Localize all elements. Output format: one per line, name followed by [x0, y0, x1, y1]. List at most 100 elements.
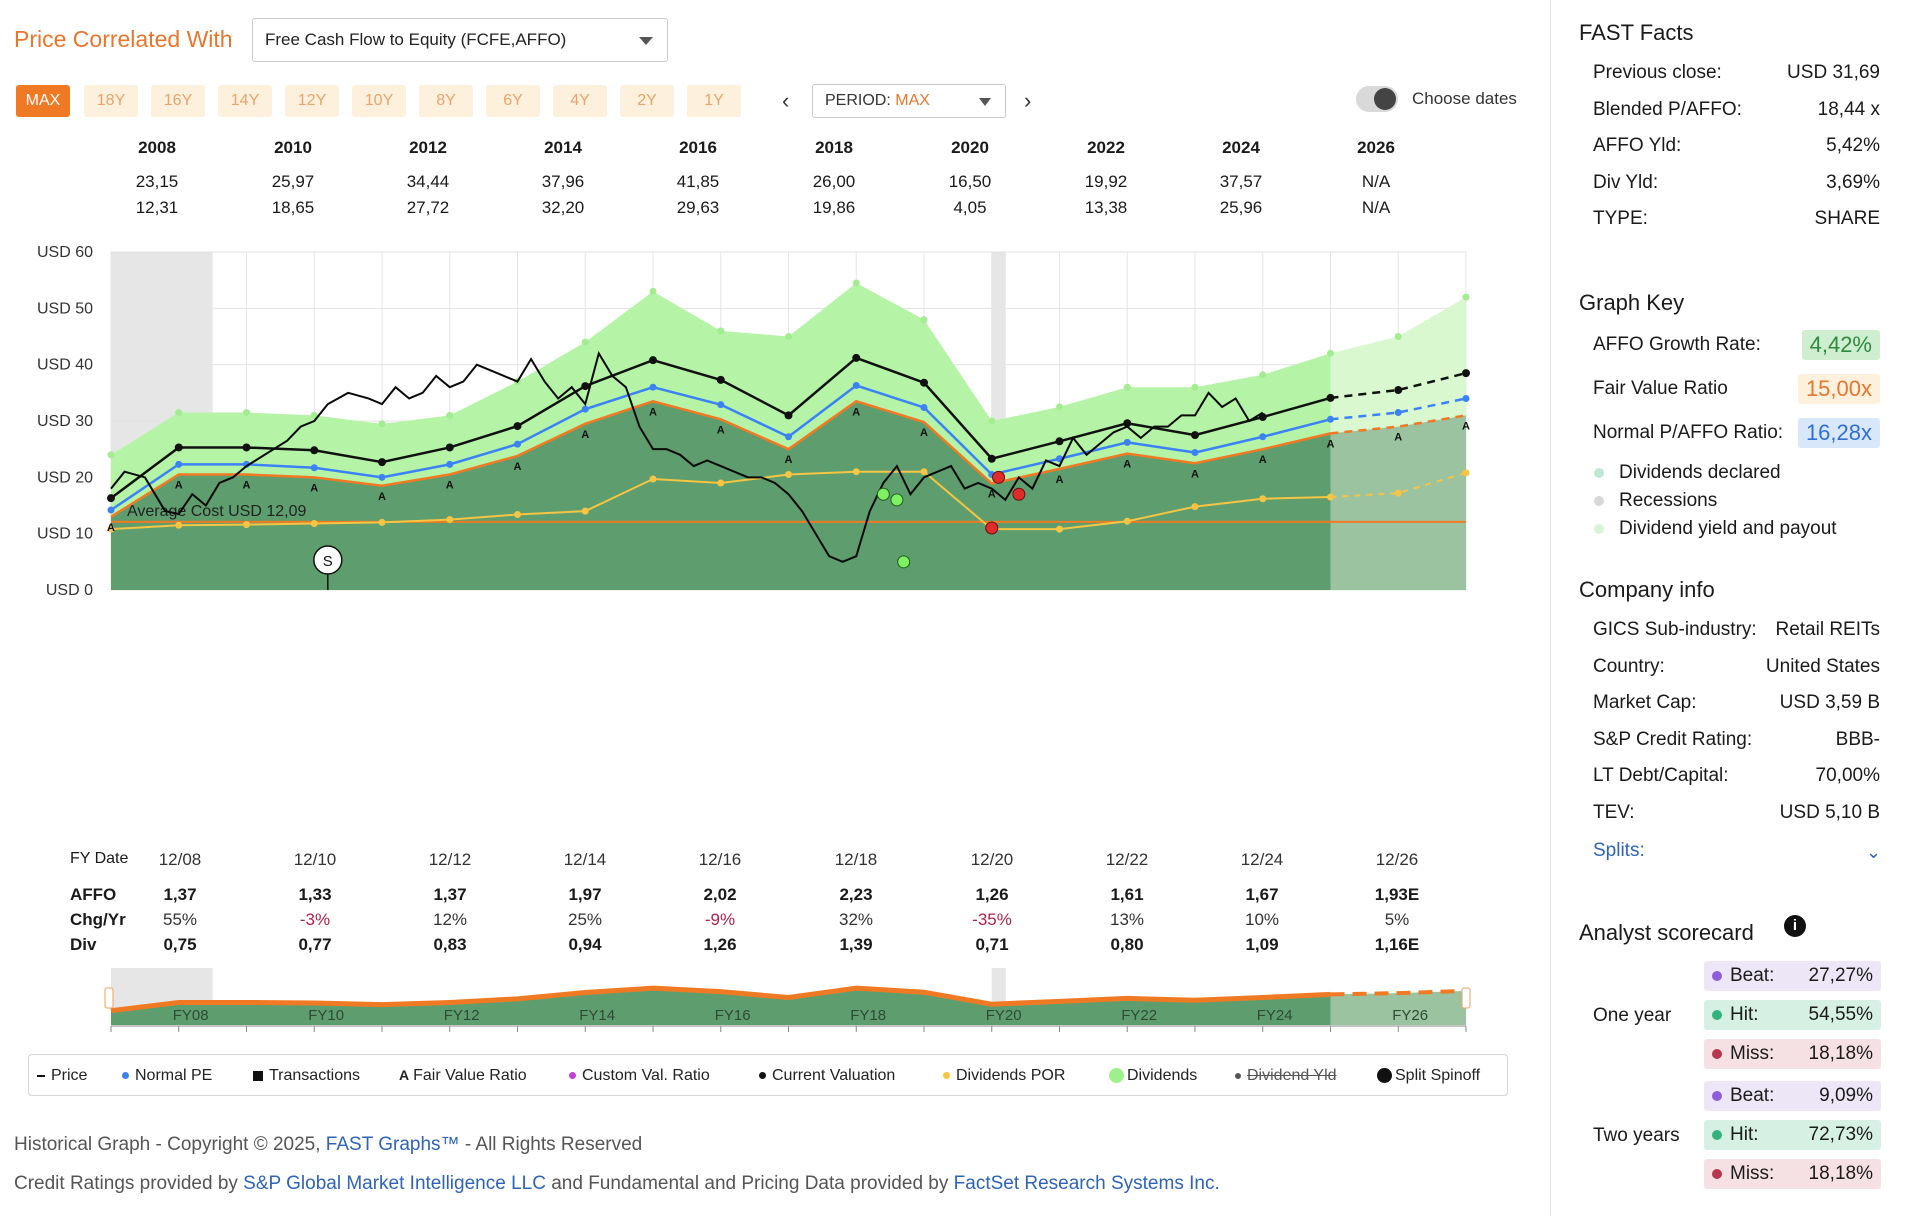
fair-value-marker: A [1327, 438, 1335, 450]
year-low: 13,38 [1084, 198, 1128, 217]
company-value: Retail REITs [1775, 619, 1880, 640]
period-button-8y[interactable]: 8Y [419, 85, 473, 117]
dividend-mark [897, 555, 911, 569]
fair-value-marker: A [1123, 459, 1131, 471]
mini-label: FY22 [1121, 1007, 1157, 1024]
year-summary-col: 2010 25,97 18,65 [233, 138, 353, 218]
dividend-yield-point [378, 420, 386, 428]
fair-value-marker: A [175, 480, 183, 492]
fair-value-marker: A [243, 480, 251, 492]
normal-pe-point [1394, 409, 1402, 417]
legend-item[interactable]: Price [37, 1067, 87, 1085]
period-button-10y[interactable]: 10Y [352, 85, 406, 117]
choose-dates-toggle[interactable] [1356, 86, 1398, 112]
fy-date: 12/22 [1105, 850, 1149, 869]
average-cost-label: Average Cost USD 12,09 [127, 503, 306, 520]
score-label: Hit: [1730, 1004, 1759, 1025]
period-button-6y[interactable]: 6Y [486, 85, 540, 117]
current-valuation-point [174, 443, 183, 452]
fastgraphs-link[interactable]: FAST Graphs™ [325, 1134, 460, 1155]
chg-value: 10% [1244, 910, 1280, 929]
div-value: 1,09 [1245, 935, 1279, 954]
legend-label: Transactions [269, 1067, 360, 1084]
graph-key-value: 16,28x [1797, 418, 1880, 448]
dividend-yield-point [581, 338, 589, 346]
legend-dot-icon [569, 1072, 576, 1080]
period-button-18y[interactable]: 18Y [84, 85, 138, 117]
company-value: USD 3,59 B [1779, 692, 1880, 713]
legend-strike-icon [1235, 1072, 1241, 1079]
period-button-max[interactable]: MAX [16, 85, 70, 117]
period-button-1y[interactable]: 1Y [687, 85, 741, 117]
range-navigator[interactable]: FY08 FY10 FY12 FY14 FY16 FY18 FY20 FY22 FY24 FY26 [0, 960, 1500, 1040]
period-button-4y[interactable]: 4Y [553, 85, 607, 117]
key-dot-icon [1594, 468, 1604, 478]
current-valuation-point [1123, 419, 1132, 428]
period-button-16y[interactable]: 16Y [151, 85, 205, 117]
company-label: S&P Credit Rating: [1593, 728, 1753, 750]
dividend-yield-point [649, 287, 657, 295]
chevron-left-icon[interactable]: ‹ [782, 88, 790, 113]
score-value: 18,18% [1808, 1043, 1873, 1064]
splits-link[interactable]: Splits: [1593, 840, 1645, 861]
normal-pe-point [920, 403, 928, 411]
legend-label: Dividend Yld [1247, 1067, 1337, 1084]
period-button-12y[interactable]: 12Y [285, 85, 339, 117]
fair-value-marker: A [310, 482, 318, 494]
dividends-por-point [581, 507, 589, 515]
period-button-14y[interactable]: 14Y [218, 85, 272, 117]
normal-pe-point [107, 506, 115, 514]
normal-pe-point [310, 464, 318, 472]
legend-item[interactable]: Dividend Yld [1235, 1067, 1337, 1085]
legend-item[interactable]: Dividends [1109, 1067, 1197, 1085]
sp-global-link[interactable]: S&P Global Market Intelligence LLC [243, 1173, 546, 1194]
range-handle-right[interactable] [1461, 987, 1471, 1009]
fy-date: 12/14 [563, 850, 607, 869]
period-button-2y[interactable]: 2Y [620, 85, 674, 117]
legend-item[interactable]: Dividends POR [943, 1067, 1065, 1085]
year-low: N/A [1361, 198, 1391, 217]
metric-select-value: Free Cash Flow to Equity (FCFE,AFFO) [265, 30, 567, 49]
legend-item[interactable]: Custom Val. Ratio [569, 1067, 710, 1085]
legend-label: Split Spinoff [1395, 1067, 1481, 1084]
dividend-mark [876, 487, 890, 501]
current-valuation-point [987, 454, 996, 463]
legend-item[interactable]: Split Spinoff [1377, 1067, 1480, 1085]
chg-value: -9% [704, 910, 736, 929]
dividend-yield-point [243, 409, 250, 417]
legend-bigdot-icon [1109, 1068, 1124, 1084]
dividend-yield-point [1327, 349, 1334, 357]
range-handle-left[interactable] [104, 987, 114, 1009]
legend-item[interactable]: A Fair Value Ratio [399, 1067, 527, 1085]
chevron-right-icon[interactable]: › [1024, 88, 1032, 113]
period-select[interactable]: PERIOD: MAX [812, 84, 1006, 118]
info-icon[interactable]: i [1784, 915, 1806, 937]
affo-value: 2,23 [839, 885, 873, 904]
dividend-yield-point [852, 279, 860, 287]
current-valuation-point [1326, 393, 1335, 402]
mini-line [110, 985, 1331, 1014]
legend-item[interactable]: Normal PE [122, 1067, 212, 1085]
graph-key-title: Graph Key [1579, 290, 1685, 315]
scorecard-badge: Beat: 27,27% [1704, 961, 1881, 991]
price-chart[interactable]: Average Cost USD 12,09 A A A A A A A A A A A A A A A A A A… [0, 230, 1500, 830]
toggle-knob [1374, 88, 1396, 110]
legend-item[interactable]: Current Valuation [759, 1067, 895, 1085]
split-marker[interactable]: S [313, 545, 343, 590]
normal-pe-point [446, 460, 454, 468]
mini-label: FY12 [444, 1007, 480, 1024]
year-high: 37,57 [1219, 172, 1263, 191]
legend-item[interactable]: Transactions [253, 1067, 360, 1085]
dividends-por-point [310, 520, 318, 528]
score-label: Miss: [1730, 1043, 1775, 1064]
metric-select[interactable]: Free Cash Flow to Equity (FCFE,AFFO) [252, 18, 668, 62]
y-axis-label: USD 40 [37, 357, 93, 374]
mini-label: FY14 [579, 1007, 615, 1024]
dividends-por-point [1394, 489, 1402, 497]
fair-value-marker: A [378, 491, 386, 503]
chevron-down-icon[interactable]: ⌄ [1866, 842, 1882, 862]
factset-link[interactable]: FactSet Research Systems Inc. [953, 1173, 1220, 1194]
dividend-cut-mark [985, 521, 999, 535]
rights-text: - All Rights Reserved [459, 1134, 643, 1155]
dividend-yield-point [310, 411, 318, 419]
